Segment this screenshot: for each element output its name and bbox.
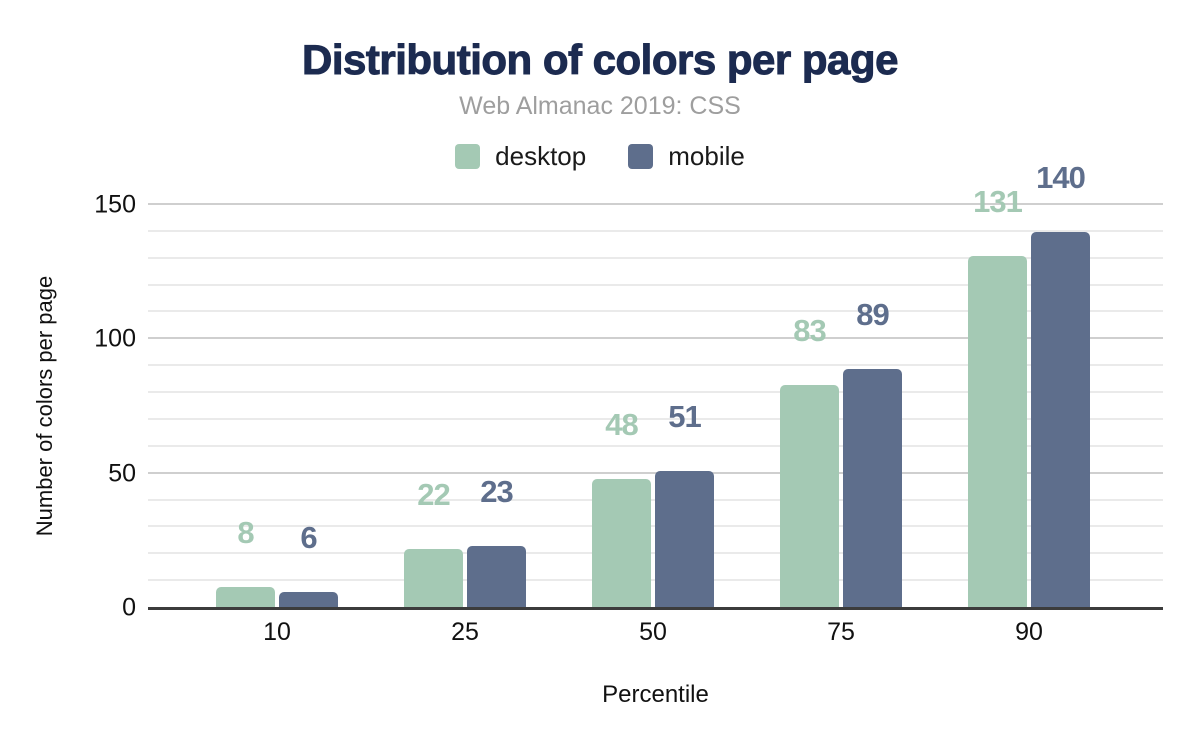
gridline-minor <box>148 310 1163 313</box>
gridline-major <box>148 337 1163 340</box>
legend-swatch-mobile <box>628 144 654 169</box>
bar-desktop-p25[interactable] <box>404 549 463 608</box>
bar-value-label-desktop: 83 <box>793 313 826 348</box>
bar-desktop-p75[interactable] <box>780 385 839 608</box>
y-tick-label: 50 <box>108 459 136 488</box>
gridline-minor <box>148 256 1163 259</box>
x-tick-label: 90 <box>1015 618 1043 646</box>
gridline-minor <box>148 364 1163 367</box>
bar-mobile-p10[interactable] <box>279 592 338 608</box>
legend-item-mobile: mobile <box>628 141 745 172</box>
plot-area: 8 6 22 23 48 51 83 89 131 140 <box>148 160 1163 610</box>
gridline-minor <box>148 391 1163 394</box>
bar-value-label-mobile: 89 <box>856 297 889 332</box>
legend-label: desktop <box>495 141 587 171</box>
y-tick-label: 100 <box>94 324 136 353</box>
y-tick-label: 0 <box>122 593 136 622</box>
chart-subtitle: Web Almanac 2019: CSS <box>459 92 741 120</box>
x-axis-title: Percentile <box>602 681 709 708</box>
bar-mobile-p75[interactable] <box>843 369 902 608</box>
bar-value-label-mobile: 51 <box>668 399 701 434</box>
bar-value-label-desktop: 131 <box>973 184 1023 219</box>
bar-mobile-p25[interactable] <box>467 546 526 608</box>
legend-label: mobile <box>668 141 745 171</box>
legend-item-desktop: desktop <box>455 141 586 172</box>
bar-value-label-desktop: 22 <box>417 477 450 512</box>
bar-value-label-mobile: 23 <box>480 474 513 509</box>
bar-mobile-p90[interactable] <box>1031 232 1090 608</box>
y-axis-title: Number of colors per page <box>32 275 57 537</box>
x-axis-line <box>148 607 1163 610</box>
bar-desktop-p10[interactable] <box>216 587 275 608</box>
gridline-minor <box>148 417 1163 420</box>
legend-swatch-desktop <box>455 144 481 169</box>
gridline-minor <box>148 283 1163 286</box>
gridline-minor <box>148 444 1163 447</box>
x-tick-label: 25 <box>451 618 479 646</box>
gridline-major <box>148 203 1163 205</box>
x-tick-label: 50 <box>639 618 667 646</box>
bar-desktop-p90[interactable] <box>968 256 1027 608</box>
bar-value-label-desktop: 8 <box>237 515 254 550</box>
gridline-minor <box>148 229 1163 232</box>
x-tick-label: 10 <box>263 618 291 646</box>
bar-desktop-p50[interactable] <box>592 479 651 608</box>
legend: desktop mobile <box>0 141 1200 172</box>
x-tick-label: 75 <box>827 618 855 646</box>
bar-value-label-mobile: 6 <box>300 520 317 555</box>
bar-value-label-desktop: 48 <box>605 407 638 442</box>
bar-value-label-mobile: 140 <box>1036 160 1086 195</box>
chart-title: Distribution of colors per page <box>302 36 899 84</box>
y-tick-label: 150 <box>94 190 136 219</box>
bar-mobile-p50[interactable] <box>655 471 714 608</box>
